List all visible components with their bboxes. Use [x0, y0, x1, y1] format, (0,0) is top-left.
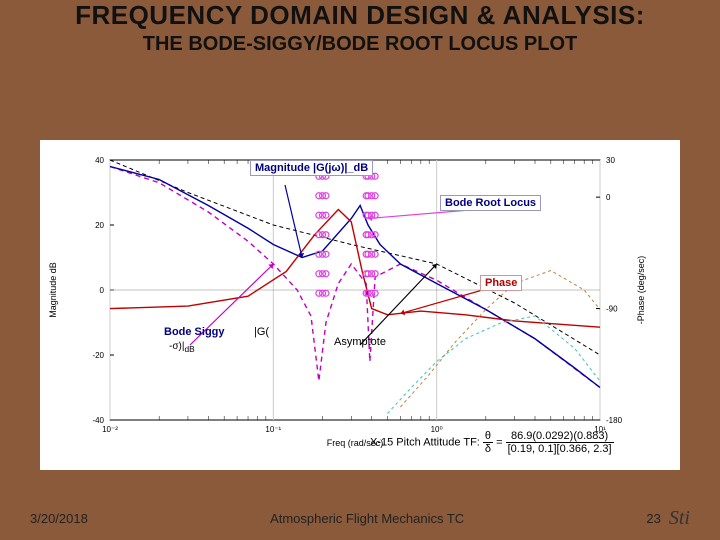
svg-text:40: 40	[95, 156, 104, 165]
page-number: 23	[646, 511, 660, 526]
footer-center: Atmospheric Flight Mechanics TC	[270, 511, 464, 526]
footer-right: 23 Sti	[646, 507, 690, 530]
logo-icon: Sti	[669, 507, 690, 530]
svg-text:0: 0	[100, 286, 105, 295]
label-asymptote: Asymptote	[330, 335, 390, 349]
label-gsigma2: -σ)|dB	[165, 340, 199, 355]
svg-text:0: 0	[606, 193, 611, 202]
label-bode-root-locus: Bode Root Locus	[440, 195, 541, 211]
svg-text:10⁻²: 10⁻²	[102, 425, 118, 434]
svg-text:-180: -180	[606, 416, 623, 425]
svg-text:Magnitude dB: Magnitude dB	[48, 262, 58, 318]
footer-date: 3/20/2018	[30, 511, 88, 526]
bode-chart: 10⁻²10⁻¹10⁰10¹Freq (rad/sec)-40-2002040M…	[40, 140, 680, 470]
title-sub: THE BODE-SIGGY/BODE ROOT LOCUS PLOT	[20, 33, 700, 56]
svg-text:-20: -20	[92, 351, 104, 360]
title-area: FREQUENCY DOMAIN DESIGN & ANALYSIS: THE …	[0, 0, 720, 56]
svg-text:20: 20	[95, 221, 104, 230]
chart-area: 10⁻²10⁻¹10⁰10¹Freq (rad/sec)-40-2002040M…	[40, 140, 680, 470]
label-bode-siggy: Bode Siggy	[160, 325, 229, 339]
label-gsigma: |G(	[250, 325, 273, 339]
svg-text:30: 30	[606, 156, 615, 165]
svg-text:-40: -40	[92, 416, 104, 425]
title-main: FREQUENCY DOMAIN DESIGN & ANALYSIS:	[20, 0, 700, 31]
label-phase: Phase	[480, 275, 522, 291]
footer: 3/20/2018 Atmospheric Flight Mechanics T…	[0, 506, 720, 530]
svg-text:-90: -90	[606, 305, 618, 314]
svg-text:-Phase (deg/sec): -Phase (deg/sec)	[636, 256, 646, 325]
slide: FREQUENCY DOMAIN DESIGN & ANALYSIS: THE …	[0, 0, 720, 540]
svg-text:10⁻¹: 10⁻¹	[265, 425, 281, 434]
label-magnitude: Magnitude |G(jω)|_dB	[250, 160, 373, 176]
transfer-function: X-15 Pitch Attitude TF: θδ = 86.9(0.0292…	[370, 430, 614, 455]
